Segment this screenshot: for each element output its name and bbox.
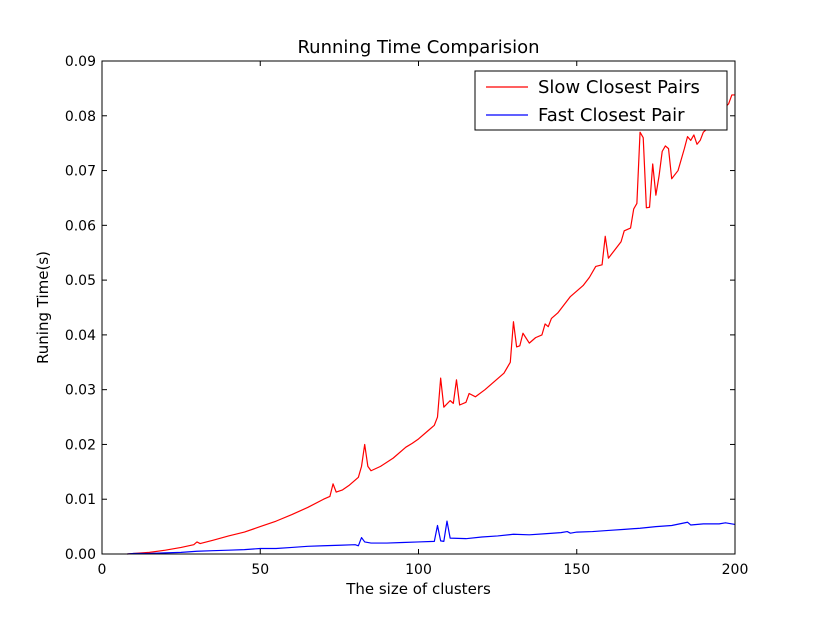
plot-frame <box>101 60 736 555</box>
y-tick-label: 0.06 <box>65 218 96 234</box>
y-tick-label: 0.04 <box>65 328 96 344</box>
legend: Slow Closest Pairs Fast Closest Pair <box>474 70 728 131</box>
x-tick-label: 50 <box>251 562 269 578</box>
y-tick-label: 0.08 <box>65 109 96 125</box>
x-tick-label: 0 <box>98 562 107 578</box>
x-axis-title: The size of clusters <box>345 580 491 598</box>
x-tick-label: 100 <box>405 562 432 578</box>
y-tick-label: 0.01 <box>65 492 96 508</box>
y-tick-label: 0.03 <box>65 383 96 399</box>
series-line-fast-closest-pair <box>127 520 736 555</box>
series-line-slow-closest-pairs <box>127 94 735 555</box>
tick-labels: 0 50 100 150 200 0.00 0.01 0.02 0.03 0.04 0.05 0.06… <box>65 54 749 578</box>
y-tick-label: 0.00 <box>65 547 96 563</box>
legend-box <box>474 70 728 131</box>
y-tick-label: 0.07 <box>65 164 96 180</box>
legend-label-slow-closest-pairs: Slow Closest Pairs <box>538 77 700 98</box>
y-tick-label: 0.05 <box>65 273 96 289</box>
plot-area <box>101 60 736 555</box>
y-tick-label: 0.02 <box>65 437 96 453</box>
x-tick-label: 150 <box>563 562 590 578</box>
y-axis-title: Runing Time(s) <box>34 251 52 364</box>
y-tick-label: 0.09 <box>65 54 96 70</box>
series-layer <box>127 94 736 555</box>
plot-frame-border <box>101 60 736 555</box>
x-tick-label: 200 <box>722 562 749 578</box>
legend-label-fast-closest-pair: Fast Closest Pair <box>538 105 685 126</box>
chart-title: Running Time Comparision <box>297 37 539 58</box>
